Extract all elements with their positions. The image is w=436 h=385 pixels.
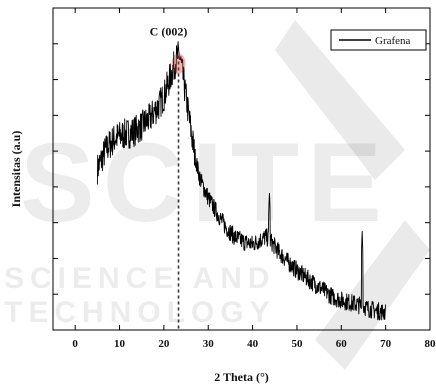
plot-border (52, 7, 431, 331)
plot-frame (52, 7, 431, 331)
axis-ticks (53, 8, 431, 330)
annotation-layer: C (002) (150, 24, 188, 330)
x-tick-labels: 0 10 20 30 40 50 60 70 80 (72, 338, 436, 350)
x-tick-label: 70 (380, 338, 392, 350)
x-axis-title: 2 Theta (°) (214, 370, 269, 384)
series-layer (96, 41, 386, 321)
x-tick-label: 0 (72, 338, 78, 350)
x-tick-label: 80 (425, 338, 436, 350)
series-line-grafena (96, 41, 386, 321)
x-tick-label: 30 (203, 338, 215, 350)
legend-box (330, 29, 427, 51)
legend: Grafena (330, 29, 427, 51)
x-tick-label: 10 (114, 338, 126, 350)
legend-label: Grafena (375, 35, 411, 47)
x-tick-label: 20 (158, 338, 170, 350)
x-tick-label: 60 (336, 338, 348, 350)
peak-annotation: C (002) (150, 24, 188, 38)
x-tick-label: 40 (247, 338, 259, 350)
peak-highlight (171, 53, 186, 74)
y-axis-title: Intensitas (a.u) (9, 131, 23, 208)
x-tick-label: 50 (291, 338, 303, 350)
